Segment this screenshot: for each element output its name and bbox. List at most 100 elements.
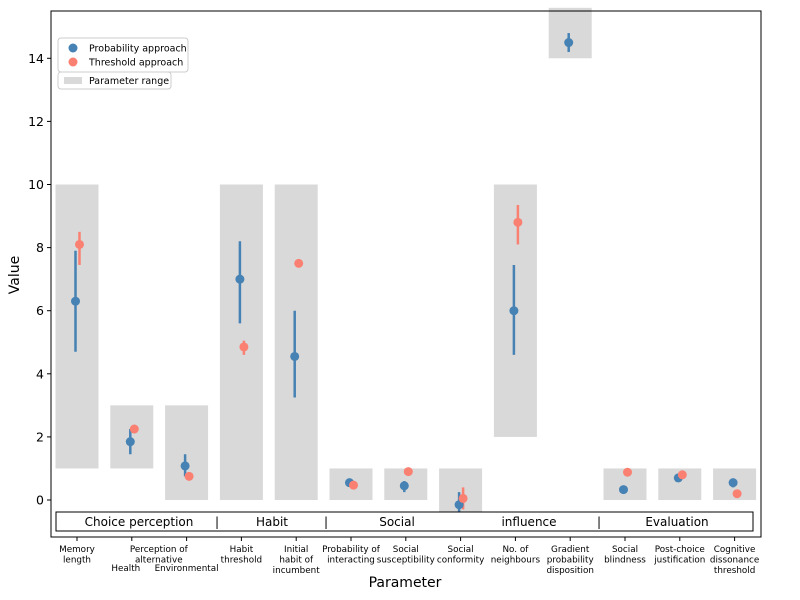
data-point [399,481,409,491]
data-point [458,493,468,503]
group-label: Social [379,515,415,529]
data-point [564,38,574,48]
legend: Probability approach Threshold approach … [57,37,189,90]
x-tick-sublabel: Health [111,564,140,574]
x-tick-label-line: Social [448,545,474,555]
x-tick-label-line: Initial [284,545,308,555]
parameter-range-bar [165,405,209,500]
x-tick-label: Habit threshold [221,545,262,566]
x-tick-label-line: habit of [279,556,314,566]
y-tick-label: 10 [28,177,44,192]
parameter-range-bar [110,405,154,469]
plot-area [51,11,761,537]
x-tick-label-line: Perception of [130,545,189,555]
group-separator: | [324,515,328,529]
parameter-range-bar [548,7,592,59]
data-point [125,437,135,447]
x-tick-label-line: dissonance [710,556,759,566]
x-tick-label: Post-choice justification [653,545,705,566]
point-group [71,38,742,510]
x-tick-label-line: neighbours [491,556,541,566]
x-tick-label-line: Social [393,545,419,555]
x-tick-label-line: incumbent [273,566,321,576]
parameter-range-bar [274,184,318,500]
x-tick-label-line: threshold [221,556,262,566]
data-point [235,274,245,284]
data-point [349,480,358,490]
data-point [509,306,519,316]
x-tick-label-line: blindness [604,556,646,566]
x-tick-label: Probability of interacting [322,545,381,566]
x-tick-label-line: probability [547,556,594,566]
data-point [290,351,300,361]
y-tick-label: 2 [36,429,44,444]
x-tick-label-line: justification [653,556,705,566]
x-tick-label: Memory length [59,545,95,566]
x-tick-label-line: conformity [437,556,484,566]
y-tick-label: 12 [28,114,44,129]
data-point [239,342,249,352]
parameter-range-bar [219,184,263,500]
x-tick-label-line: No. of [502,545,529,555]
y-tick-label: 14 [28,51,44,66]
data-point [180,461,190,471]
x-tick-label: No. of neighbours [491,545,541,566]
data-point [71,296,80,306]
group-separator: | [597,515,601,529]
x-tick-label: Social blindness [604,545,646,566]
data-point [623,467,632,477]
y-tick-label: 0 [36,493,44,508]
x-tick-label: Cognitive dissonance threshold [710,545,759,576]
data-point [728,478,738,488]
x-tick-label: Gradient probability disposition [546,545,593,576]
x-tick-label-line: interacting [327,556,375,566]
y-tick-label: 4 [36,366,44,381]
data-point [677,470,687,480]
y-axis: 0 2 4 6 8 10 12 14 [28,51,51,508]
x-axis-title: Parameter [369,575,442,591]
legend-marker-probability [68,43,78,53]
group-label: Evaluation [645,515,708,529]
group-separator: | [215,515,219,529]
data-point [619,485,628,495]
legend-marker-threshold [68,57,78,67]
x-tick-label-line: Post-choice [655,545,705,555]
x-tick-label-line: Gradient [551,545,590,555]
x-tick-label-line: alternative [135,556,183,566]
x-tick-sublabel: Environmental [155,564,219,574]
x-tick-label-line: Memory [59,545,95,555]
x-tick-label-line: Cognitive [714,545,756,555]
legend-frame-range [57,71,172,90]
group-label-box: | | | Choice perception Habit Social influence… [55,511,754,532]
x-tick-label: Initial habit of incumbent [273,545,321,576]
data-point [184,471,194,481]
x-tick-label: Social susceptibility [377,545,435,566]
y-tick-label: 6 [36,303,44,318]
x-tick-label-line: threshold [714,566,755,576]
parameter-range-bar [55,184,99,469]
group-label: Habit [256,515,288,529]
legend-swatch-range [64,77,82,84]
y-axis-title: Value [7,256,23,294]
group-label: Choice perception [85,515,194,529]
x-tick-label-line: susceptibility [377,556,435,566]
data-point [403,467,413,477]
data-point [513,217,523,227]
group-label: influence [501,515,556,529]
legend-label-range: Parameter range [89,76,169,87]
data-point [75,239,84,249]
group-box-frame [55,511,754,532]
x-tick-label-line: Social [612,545,638,555]
x-tick-label-line: Habit [230,545,254,555]
x-tick-label: Social conformity [437,545,484,566]
data-point [129,424,139,434]
y-tick-label: 8 [36,240,44,255]
x-tick-label: Perception of alternative [130,545,189,566]
legend-label-probability: Probability approach [89,44,187,55]
x-tick-label-line: Probability of [322,545,381,555]
data-point [732,489,742,499]
x-tick-label-line: disposition [546,566,593,576]
data-point [294,258,304,268]
x-tick-label-line: length [63,556,91,566]
